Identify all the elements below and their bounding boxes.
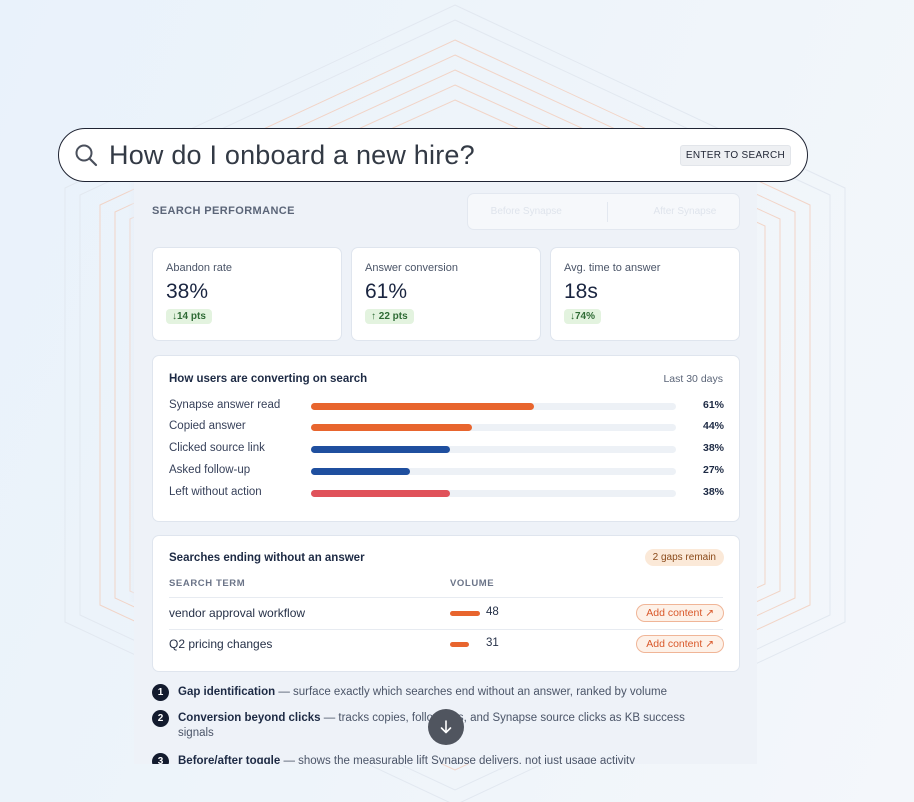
conversion-row: Copied answer 44% bbox=[169, 420, 724, 434]
conversion-row-percent: 44% bbox=[702, 420, 724, 432]
metric-value: 18s bbox=[564, 280, 598, 303]
conversion-row-label: Copied answer bbox=[169, 420, 246, 432]
feature-description: — surface exactly which searches end wit… bbox=[275, 686, 667, 698]
gap-volume: 31 bbox=[486, 637, 499, 649]
column-header-volume: VOLUME bbox=[450, 578, 495, 589]
scroll-down-button[interactable] bbox=[428, 709, 464, 745]
add-content-button[interactable]: Add content ↗ bbox=[636, 604, 724, 622]
search-performance-panel: SEARCH PERFORMANCE Before Synapse After … bbox=[134, 172, 757, 764]
conversion-row: Asked follow-up 27% bbox=[169, 464, 724, 478]
conversion-bar-track bbox=[311, 424, 676, 431]
feature-title: Gap identification bbox=[178, 686, 276, 698]
metric-label: Avg. time to answer bbox=[564, 262, 661, 274]
conversion-row-label: Left without action bbox=[169, 486, 262, 498]
toggle-divider bbox=[607, 201, 609, 222]
conversion-bar-track bbox=[311, 490, 676, 497]
search-icon bbox=[75, 144, 98, 167]
gap-volume-bar bbox=[450, 642, 469, 647]
conversion-row-label: Asked follow-up bbox=[169, 464, 251, 476]
panel-shadow-edge bbox=[128, 182, 138, 602]
search-bar[interactable]: How do I onboard a new hire? ENTER TO SE… bbox=[58, 128, 808, 182]
conversion-row-percent: 38% bbox=[702, 486, 724, 498]
table-divider bbox=[169, 597, 723, 598]
conversion-bar-fill bbox=[311, 468, 410, 475]
conversion-card: How users are converting on search Last … bbox=[152, 355, 740, 522]
gap-volume: 48 bbox=[486, 606, 499, 618]
table-divider bbox=[169, 629, 723, 630]
conversion-title: How users are converting on search bbox=[169, 373, 368, 385]
metric-card-answer-conversion: Answer conversion 61% ↑ 22 pts bbox=[351, 247, 541, 341]
before-after-toggle[interactable]: Before Synapse After Synapse bbox=[467, 193, 740, 230]
enter-to-search-badge: ENTER TO SEARCH bbox=[679, 144, 791, 166]
metric-label: Abandon rate bbox=[166, 262, 233, 274]
gaps-card: Searches ending without an answer 2 gaps… bbox=[152, 535, 740, 672]
gaps-remain-badge: 2 gaps remain bbox=[644, 549, 724, 566]
metric-value: 38% bbox=[166, 280, 209, 303]
feature-number: 2 bbox=[152, 710, 169, 727]
conversion-bar-track bbox=[311, 403, 676, 410]
conversion-bar-fill bbox=[311, 490, 450, 497]
conversion-row-percent: 27% bbox=[702, 464, 724, 476]
conversion-row-percent: 38% bbox=[702, 442, 724, 454]
conversion-row-label: Synapse answer read bbox=[169, 399, 281, 411]
metric-card-abandon-rate: Abandon rate 38% ↓14 pts bbox=[152, 247, 342, 341]
metric-delta-badge: ↑ 22 pts bbox=[365, 309, 414, 324]
conversion-bar-fill bbox=[311, 446, 450, 453]
gap-volume-bar bbox=[450, 611, 480, 616]
metric-card-avg-time: Avg. time to answer 18s ↓74% bbox=[550, 247, 740, 341]
conversion-bar-track bbox=[311, 446, 676, 453]
feature-description: — shows the measurable lift Synapse deli… bbox=[280, 755, 636, 764]
conversion-period: Last 30 days bbox=[663, 373, 723, 385]
feature-title: Conversion beyond clicks bbox=[178, 712, 321, 724]
gap-term: vendor approval workflow bbox=[169, 606, 306, 620]
add-content-button[interactable]: Add content ↗ bbox=[636, 635, 724, 653]
metric-label: Answer conversion bbox=[365, 262, 458, 274]
feature-description: — tracks copies, follow-ups, and Synapse… bbox=[178, 712, 685, 739]
feature-number: 3 bbox=[152, 753, 169, 764]
gap-term: Q2 pricing changes bbox=[169, 637, 273, 651]
conversion-row-percent: 61% bbox=[702, 399, 724, 411]
conversion-row-label: Clicked source link bbox=[169, 442, 265, 454]
feature-number: 1 bbox=[152, 684, 169, 701]
arrow-down-icon bbox=[440, 720, 452, 734]
metric-value: 61% bbox=[365, 280, 408, 303]
conversion-row: Left without action 38% bbox=[169, 486, 724, 500]
conversion-row: Synapse answer read 61% bbox=[169, 399, 724, 413]
toggle-after[interactable]: After Synapse bbox=[653, 206, 717, 217]
conversion-bar-track bbox=[311, 468, 676, 475]
metric-delta-badge: ↓74% bbox=[564, 309, 602, 324]
panel-title: SEARCH PERFORMANCE bbox=[152, 205, 295, 217]
metric-delta-badge: ↓14 pts bbox=[166, 309, 212, 324]
conversion-row: Clicked source link 38% bbox=[169, 442, 724, 456]
search-query[interactable]: How do I onboard a new hire? bbox=[109, 139, 475, 170]
conversion-bar-fill bbox=[311, 424, 472, 431]
gaps-title: Searches ending without an answer bbox=[169, 552, 365, 564]
column-header-term: SEARCH TERM bbox=[169, 578, 246, 589]
toggle-before[interactable]: Before Synapse bbox=[490, 206, 562, 217]
conversion-bar-fill bbox=[311, 403, 534, 410]
feature-title: Before/after toggle bbox=[178, 755, 281, 764]
